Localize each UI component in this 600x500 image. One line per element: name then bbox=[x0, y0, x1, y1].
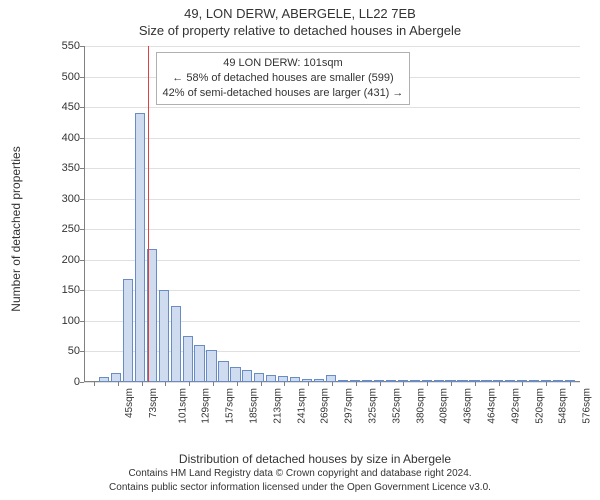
x-tick-mark bbox=[261, 382, 262, 386]
x-tick-mark bbox=[403, 382, 404, 386]
histogram-bar bbox=[123, 279, 133, 382]
histogram-bar bbox=[194, 345, 204, 382]
info-box: 49 LON DERW: 101sqm← 58% of detached hou… bbox=[156, 52, 411, 105]
x-tick-mark bbox=[308, 382, 309, 386]
x-axis: 45sqm73sqm101sqm129sqm157sqm185sqm213sqm… bbox=[84, 382, 580, 412]
info-box-line3: 42% of semi-detached houses are larger (… bbox=[163, 86, 404, 101]
x-tick-mark bbox=[165, 382, 166, 386]
x-tick-mark bbox=[380, 382, 381, 386]
x-tick-label: 492sqm bbox=[510, 388, 521, 424]
x-tick-label: 101sqm bbox=[177, 388, 188, 424]
title-sub: Size of property relative to detached ho… bbox=[0, 21, 600, 38]
histogram-bar bbox=[111, 373, 121, 382]
footer-line-1: Contains HM Land Registry data © Crown c… bbox=[0, 467, 600, 481]
x-tick-mark bbox=[213, 382, 214, 386]
histogram-bar bbox=[254, 373, 264, 382]
y-tick-label: 500 bbox=[50, 71, 80, 83]
histogram-bar bbox=[218, 361, 228, 382]
y-tick-label: 200 bbox=[50, 254, 80, 266]
y-tick-label: 550 bbox=[50, 40, 80, 52]
chart-area: 49 LON DERW: 101sqm← 58% of detached hou… bbox=[84, 46, 580, 382]
x-tick-mark bbox=[332, 382, 333, 386]
x-tick-label: 325sqm bbox=[368, 388, 379, 424]
y-tick-label: 450 bbox=[50, 101, 80, 113]
x-tick-label: 157sqm bbox=[225, 388, 236, 424]
histogram-bar bbox=[206, 350, 216, 382]
y-axis-label: Number of detached properties bbox=[9, 146, 23, 311]
x-tick-mark bbox=[284, 382, 285, 386]
x-tick-label: 380sqm bbox=[415, 388, 426, 424]
x-tick-label: 520sqm bbox=[534, 388, 545, 424]
y-tick-label: 300 bbox=[50, 193, 80, 205]
footer: Contains HM Land Registry data © Crown c… bbox=[0, 467, 600, 494]
y-tick-label: 400 bbox=[50, 132, 80, 144]
x-tick-label: 45sqm bbox=[124, 388, 135, 418]
x-tick-label: 548sqm bbox=[558, 388, 569, 424]
info-box-line2: ← 58% of detached houses are smaller (59… bbox=[163, 71, 404, 86]
histogram-bar bbox=[230, 367, 240, 382]
x-tick-mark bbox=[356, 382, 357, 386]
y-tick-label: 150 bbox=[50, 284, 80, 296]
x-tick-mark bbox=[570, 382, 571, 386]
x-tick-mark bbox=[237, 382, 238, 386]
y-tick-label: 50 bbox=[50, 345, 80, 357]
x-axis-label: Distribution of detached houses by size … bbox=[50, 452, 580, 466]
y-axis: 050100150200250300350400450500550 bbox=[50, 46, 80, 412]
histogram-bar bbox=[135, 113, 145, 382]
x-tick-label: 185sqm bbox=[249, 388, 260, 424]
histogram-bar bbox=[183, 336, 193, 382]
histogram-bar bbox=[242, 370, 252, 382]
x-tick-label: 213sqm bbox=[272, 388, 283, 424]
y-tick-label: 0 bbox=[50, 376, 80, 388]
x-tick-mark bbox=[189, 382, 190, 386]
x-tick-mark bbox=[94, 382, 95, 386]
x-tick-label: 464sqm bbox=[487, 388, 498, 424]
x-tick-mark bbox=[118, 382, 119, 386]
x-tick-mark bbox=[475, 382, 476, 386]
histogram-bar bbox=[266, 375, 276, 382]
x-tick-mark bbox=[546, 382, 547, 386]
histogram-bar bbox=[159, 290, 169, 382]
x-tick-mark bbox=[427, 382, 428, 386]
x-tick-label: 408sqm bbox=[439, 388, 450, 424]
x-tick-label: 269sqm bbox=[320, 388, 331, 424]
x-tick-mark bbox=[522, 382, 523, 386]
x-tick-label: 576sqm bbox=[582, 388, 593, 424]
histogram-chart: Number of detached properties 0501001502… bbox=[50, 46, 580, 412]
x-tick-label: 297sqm bbox=[344, 388, 355, 424]
x-tick-label: 352sqm bbox=[391, 388, 402, 424]
footer-line-2: Contains public sector information licen… bbox=[0, 481, 600, 495]
y-tick-label: 100 bbox=[50, 315, 80, 327]
x-tick-label: 241sqm bbox=[296, 388, 307, 424]
property-marker-line bbox=[148, 46, 149, 382]
x-tick-label: 436sqm bbox=[463, 388, 474, 424]
x-tick-label: 129sqm bbox=[201, 388, 212, 424]
histogram-bar bbox=[171, 306, 181, 382]
y-tick-label: 350 bbox=[50, 162, 80, 174]
x-tick-mark bbox=[142, 382, 143, 386]
histogram-bar bbox=[326, 375, 336, 382]
x-tick-label: 73sqm bbox=[148, 388, 159, 418]
x-tick-mark bbox=[451, 382, 452, 386]
x-tick-mark bbox=[499, 382, 500, 386]
info-box-line1: 49 LON DERW: 101sqm bbox=[163, 56, 404, 71]
y-tick-label: 250 bbox=[50, 223, 80, 235]
title-main: 49, LON DERW, ABERGELE, LL22 7EB bbox=[0, 0, 600, 21]
